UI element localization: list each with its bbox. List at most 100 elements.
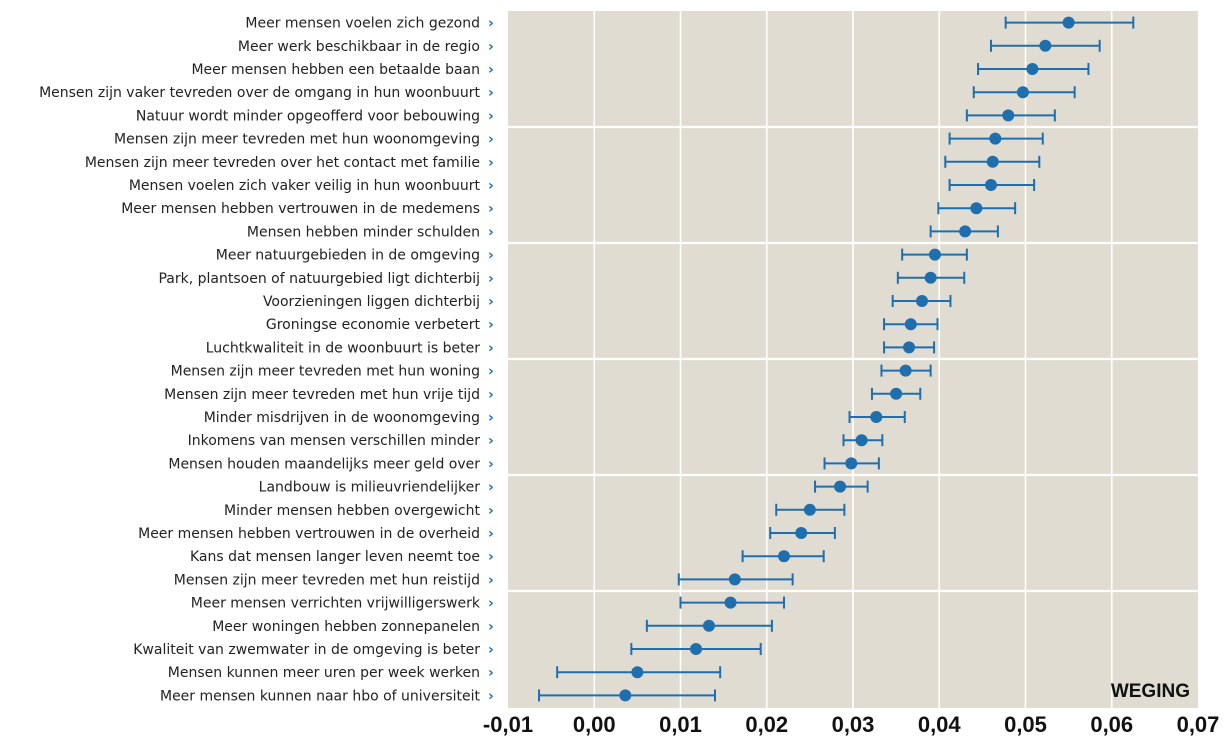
data-point bbox=[903, 341, 916, 354]
data-point bbox=[890, 387, 903, 400]
data-point bbox=[1062, 16, 1075, 29]
error-bar-point bbox=[972, 86, 1076, 99]
data-point bbox=[904, 318, 917, 331]
data-point bbox=[724, 596, 737, 609]
data-point bbox=[959, 225, 972, 238]
category-label: Mensen zijn vaker tevreden over de omgan… bbox=[39, 85, 480, 101]
category-label: Mensen zijn meer tevreden met hun woning bbox=[171, 364, 480, 380]
category-label: Minder mensen hebben overgewicht bbox=[224, 503, 480, 519]
error-bar-point bbox=[630, 643, 762, 655]
data-point bbox=[1026, 63, 1039, 75]
category-label: Voorzieningen liggen dichterbij bbox=[263, 294, 480, 310]
data-point bbox=[970, 202, 983, 215]
error-bar-point bbox=[848, 411, 906, 423]
data-point bbox=[690, 643, 703, 655]
group-separators bbox=[508, 125, 1198, 593]
error-bar-point bbox=[883, 341, 936, 354]
data-point bbox=[916, 295, 928, 307]
chevron-right-icon: › bbox=[488, 108, 494, 124]
x-tick-label: 0,02 bbox=[745, 712, 788, 737]
chevron-right-icon: › bbox=[488, 526, 494, 542]
error-bar-point bbox=[677, 573, 794, 586]
category-label: Meer mensen verrichten vrijwilligerswerk bbox=[191, 596, 481, 612]
error-bar-point bbox=[814, 480, 869, 493]
category-label: Mensen voelen zich vaker veilig in hun w… bbox=[129, 178, 481, 194]
chevron-right-icon: › bbox=[488, 62, 494, 78]
chevron-right-icon: › bbox=[488, 410, 494, 426]
error-bar-point bbox=[645, 619, 773, 632]
category-label: Meer mensen hebben vertrouwen in de mede… bbox=[121, 201, 480, 217]
error-bar-point bbox=[901, 248, 968, 261]
data-point bbox=[924, 271, 937, 284]
category-label: Inkomens van mensen verschillen minder bbox=[188, 433, 481, 449]
error-bar-point bbox=[538, 689, 716, 702]
x-tick-label: 0,03 bbox=[832, 712, 875, 737]
chevron-right-icon: › bbox=[488, 39, 494, 55]
error-bar-point bbox=[870, 387, 922, 400]
x-tick-label: 0,07 bbox=[1177, 712, 1220, 737]
error-bar-point bbox=[990, 39, 1101, 52]
data-point bbox=[702, 619, 715, 632]
category-label: Kwaliteit van zwemwater in de omgeving i… bbox=[133, 642, 480, 658]
error-bar-point bbox=[769, 527, 836, 539]
category-label: Luchtkwaliteit in de woonbuurt is beter bbox=[206, 340, 481, 356]
data-marks bbox=[538, 16, 1135, 702]
category-label: Park, plantsoen of natuurgebied ligt dic… bbox=[158, 271, 480, 287]
chevron-right-icon: › bbox=[488, 317, 494, 333]
error-bar-point bbox=[948, 132, 1044, 145]
category-label: Mensen zijn meer tevreden met hun reisti… bbox=[174, 572, 480, 588]
chevron-right-icon: › bbox=[488, 85, 494, 101]
data-point bbox=[986, 155, 999, 168]
data-point bbox=[855, 434, 868, 447]
error-bar-point bbox=[929, 225, 999, 238]
chevron-right-icon: › bbox=[488, 619, 494, 635]
error-bar-point bbox=[775, 503, 846, 516]
error-bar-point bbox=[842, 434, 884, 447]
chevron-right-icon: › bbox=[488, 155, 494, 171]
data-point bbox=[834, 480, 847, 493]
error-bar-point bbox=[1004, 16, 1135, 29]
error-bar-point bbox=[944, 155, 1041, 168]
chevron-right-icon: › bbox=[488, 387, 494, 403]
chevron-right-icon: › bbox=[488, 271, 494, 287]
error-bar-point bbox=[556, 666, 722, 679]
error-bar-point bbox=[965, 109, 1056, 122]
category-label: Mensen zijn meer tevreden met hun vrije … bbox=[164, 387, 480, 403]
category-label: Minder misdrijven in de woonomgeving bbox=[204, 410, 480, 426]
chevron-right-icon: › bbox=[488, 503, 494, 519]
chevron-right-icon: › bbox=[488, 549, 494, 565]
chevron-right-icon: › bbox=[488, 294, 494, 310]
data-point bbox=[870, 411, 883, 423]
chevron-right-icon: › bbox=[488, 178, 494, 194]
chevron-right-icon: › bbox=[488, 201, 494, 217]
chevron-right-icon: › bbox=[488, 480, 494, 496]
x-tick-label: 0,04 bbox=[918, 712, 962, 737]
category-label: Meer woningen hebben zonnepanelen bbox=[212, 619, 480, 635]
chevron-right-icon: › bbox=[488, 132, 494, 148]
chevron-right-icon: › bbox=[488, 248, 494, 264]
data-point bbox=[778, 550, 790, 563]
data-point bbox=[1002, 109, 1015, 122]
category-label: Mensen kunnen meer uren per week werken bbox=[168, 665, 480, 681]
data-point bbox=[845, 457, 858, 470]
category-label: Mensen zijn meer tevreden met hun woonom… bbox=[114, 132, 480, 148]
category-label: Kans dat mensen langer leven neemt toe bbox=[190, 549, 480, 565]
category-label: Natuur wordt minder opgeofferd voor bebo… bbox=[136, 108, 480, 124]
chevron-right-icon: › bbox=[488, 688, 494, 704]
chevron-right-icon: › bbox=[488, 224, 494, 240]
chevron-right-icon: › bbox=[488, 433, 494, 449]
error-bar-point bbox=[977, 63, 1090, 75]
error-bar-point bbox=[880, 364, 932, 377]
data-point bbox=[803, 503, 816, 516]
category-label: Meer werk beschikbaar in de regio bbox=[238, 39, 480, 55]
x-tick-label: 0,00 bbox=[573, 712, 616, 737]
chevron-right-icon: › bbox=[488, 364, 494, 380]
data-point bbox=[985, 179, 997, 191]
chevron-right-icon: › bbox=[488, 665, 494, 681]
error-bar-point bbox=[891, 295, 952, 307]
chevron-right-icon: › bbox=[488, 596, 494, 612]
category-label: Groningse economie verbetert bbox=[266, 317, 481, 333]
data-point bbox=[989, 132, 1002, 145]
data-point bbox=[1016, 86, 1029, 99]
